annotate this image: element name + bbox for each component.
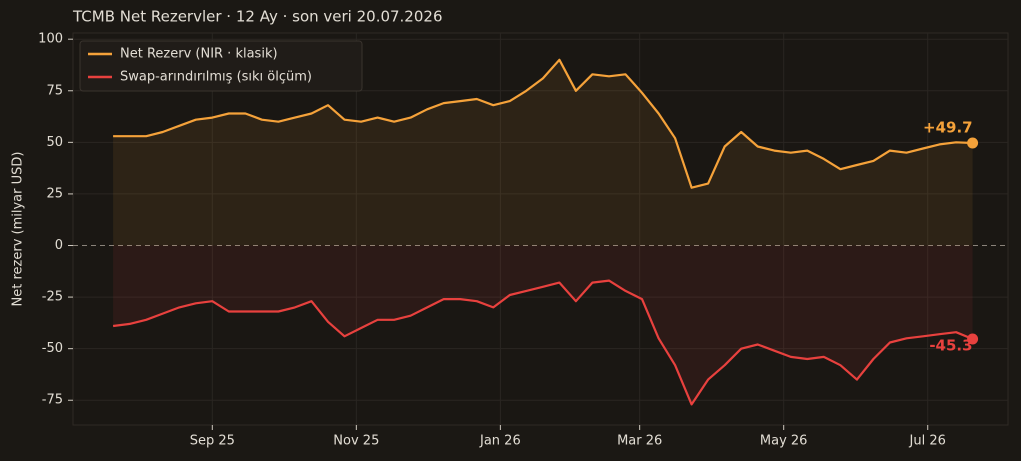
area [113,245,973,405]
data-label: -45.3 [929,336,972,354]
y-tick-label: 50 [46,135,63,150]
y-tick-label: 75 [46,83,63,98]
chart-title: TCMB Net Rezervler · 12 Ay · son veri 20… [72,8,443,26]
x-tick-label: Mar 26 [617,434,662,449]
data-label: +49.7 [923,118,973,136]
x-tick-label: Sep 25 [190,434,235,449]
x-tick-label: Nov 25 [333,434,379,449]
line [113,58,973,189]
line [112,279,974,406]
plot-area [72,32,1009,426]
y-tick-label: 0 [55,238,63,253]
y-tick-label: 100 [38,32,63,47]
end-dot [967,137,979,149]
x-tick-label: May 26 [760,434,808,449]
legend-label: Net Rezerv (NIR · klasik) [120,47,278,62]
y-tick-label: -25 [42,290,63,305]
end-dot [967,333,979,345]
y-tick-label: -50 [42,341,63,356]
y-tick-label: -75 [42,393,63,408]
y-axis-label: Net rezerv (milyar USD) [11,152,26,307]
legend-label: Swap-arındırılmış (sıkı ölçüm) [120,70,312,85]
y-tick-label: 25 [46,186,63,201]
x-tick-label: Jan 26 [479,434,521,449]
x-tick-label: Jul 26 [909,434,946,449]
legend-box [79,40,363,92]
